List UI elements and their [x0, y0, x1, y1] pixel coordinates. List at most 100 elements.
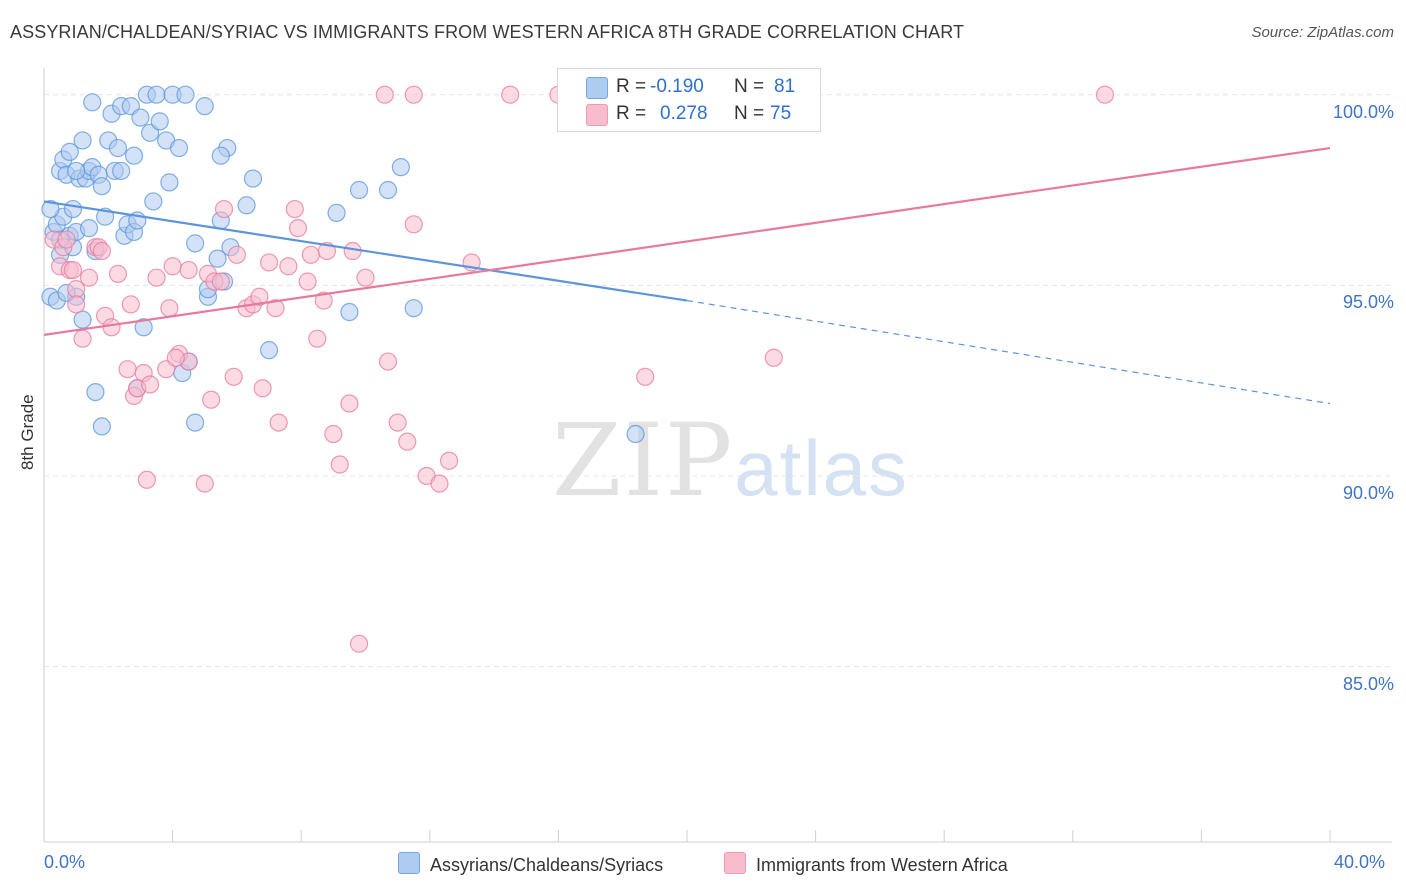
data-point-blue	[186, 413, 205, 432]
data-point-blue	[176, 85, 195, 104]
data-point-blue	[349, 180, 369, 200]
data-point-blue	[340, 302, 359, 322]
data-point-pink	[501, 85, 520, 104]
data-point-pink	[73, 329, 92, 348]
data-point-blue	[169, 138, 189, 158]
data-point-blue	[79, 219, 99, 238]
watermark-zip: ZIP	[552, 402, 735, 519]
data-point-pink	[108, 264, 128, 283]
data-point-pink	[211, 272, 230, 291]
y-axis-label: 8th Grade	[18, 394, 37, 470]
data-point-blue	[83, 93, 102, 112]
data-point-pink	[301, 245, 320, 264]
legend-item-assyrians[interactable]: Assyrians/Chaldeans/Syriacs	[398, 852, 663, 876]
y-tick-label: 95.0%	[1342, 292, 1394, 313]
data-point-blue	[378, 180, 398, 200]
data-point-blue	[92, 417, 111, 436]
data-point-pink	[398, 432, 417, 451]
source-note: Source: ZipAtlas.com	[1251, 24, 1394, 41]
data-point-pink	[67, 295, 86, 314]
data-point-pink	[285, 199, 304, 219]
data-point-blue	[237, 196, 256, 215]
data-point-blue	[73, 310, 92, 329]
data-point-blue	[211, 146, 230, 165]
data-point-blue	[160, 173, 179, 192]
legend-swatch-pink	[724, 852, 746, 874]
data-point-pink	[266, 299, 285, 318]
data-point-pink	[195, 474, 214, 493]
data-point-pink	[340, 394, 359, 413]
data-point-blue	[134, 318, 153, 337]
stats-swatch-blue	[586, 77, 608, 99]
stats-n-label: N =	[734, 76, 765, 97]
data-point-pink	[330, 455, 349, 474]
data-point-blue	[67, 161, 86, 181]
data-point-pink	[224, 367, 243, 386]
x-tick-label-max: 40.0%	[1334, 852, 1386, 872]
watermark-atlas: atlas	[734, 424, 910, 512]
data-point-pink	[118, 360, 137, 379]
data-point-pink	[269, 413, 288, 432]
data-point-pink	[324, 424, 343, 444]
data-point-blue	[626, 424, 645, 444]
data-point-blue	[147, 85, 166, 104]
legend-item-western-africa[interactable]: Immigrants from Western Africa	[724, 852, 1008, 876]
legend-label: Assyrians/Chaldeans/Syriacs	[430, 855, 664, 875]
data-point-blue	[108, 138, 128, 158]
data-point-pink	[298, 272, 317, 291]
data-point-pink	[378, 352, 398, 371]
data-point-pink	[1095, 85, 1115, 104]
data-point-pink	[349, 634, 369, 653]
data-point-blue	[41, 199, 60, 219]
stats-r-value: 0.278	[660, 103, 708, 124]
y-tick-label: 90.0%	[1342, 482, 1394, 503]
data-point-pink	[121, 295, 140, 314]
stats-n-value: 75	[770, 103, 792, 124]
trend-line-blue	[43, 200, 688, 302]
data-point-pink	[259, 253, 279, 272]
legend-swatch-blue	[398, 852, 420, 874]
data-point-pink	[137, 470, 156, 489]
data-point-blue	[243, 169, 263, 188]
data-point-pink	[202, 390, 221, 409]
data-point-blue	[60, 142, 79, 161]
data-point-blue	[92, 177, 111, 196]
stats-r-value: -0.190	[650, 76, 704, 97]
y-tick-label: 85.0%	[1342, 673, 1394, 694]
data-point-blue	[208, 249, 227, 268]
data-point-blue	[86, 382, 105, 402]
data-point-pink	[79, 268, 99, 287]
data-point-pink	[179, 260, 198, 280]
data-point-blue	[124, 146, 144, 165]
data-point-pink	[430, 474, 449, 493]
stats-r-label: R =	[616, 103, 647, 124]
data-point-pink	[102, 318, 121, 337]
data-point-pink	[160, 299, 179, 318]
data-point-pink	[63, 260, 83, 280]
data-point-blue	[63, 199, 83, 219]
legend-label: Immigrants from Western Africa	[756, 855, 1008, 875]
points-layer	[41, 85, 1115, 653]
data-point-pink	[163, 257, 182, 276]
data-point-blue	[195, 97, 214, 116]
data-point-pink	[404, 85, 423, 104]
data-point-blue	[404, 299, 423, 318]
data-point-blue	[259, 341, 279, 360]
x-tick-label-min: 0.0%	[44, 852, 86, 872]
data-point-blue	[391, 158, 410, 177]
trend-line-blue-dashed	[686, 299, 1331, 405]
axes	[43, 68, 1392, 843]
data-point-pink	[92, 241, 111, 261]
data-point-blue	[112, 161, 131, 181]
data-point-pink	[375, 85, 394, 104]
data-point-blue	[186, 234, 205, 253]
data-point-pink	[250, 287, 269, 306]
trend-lines	[43, 146, 1331, 405]
data-point-blue	[73, 131, 92, 150]
y-tick-label: 100.0%	[1332, 101, 1394, 122]
watermark: ZIPatlas	[552, 402, 909, 519]
data-point-pink	[439, 451, 459, 470]
data-point-pink	[57, 230, 76, 249]
stats-box: R = -0.190 N = 81 R = 0.278 N = 75	[557, 68, 821, 132]
